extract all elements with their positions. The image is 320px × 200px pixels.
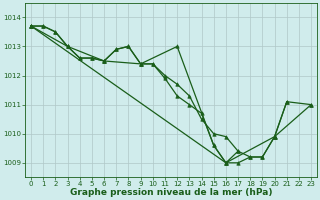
X-axis label: Graphe pression niveau de la mer (hPa): Graphe pression niveau de la mer (hPa) bbox=[70, 188, 272, 197]
